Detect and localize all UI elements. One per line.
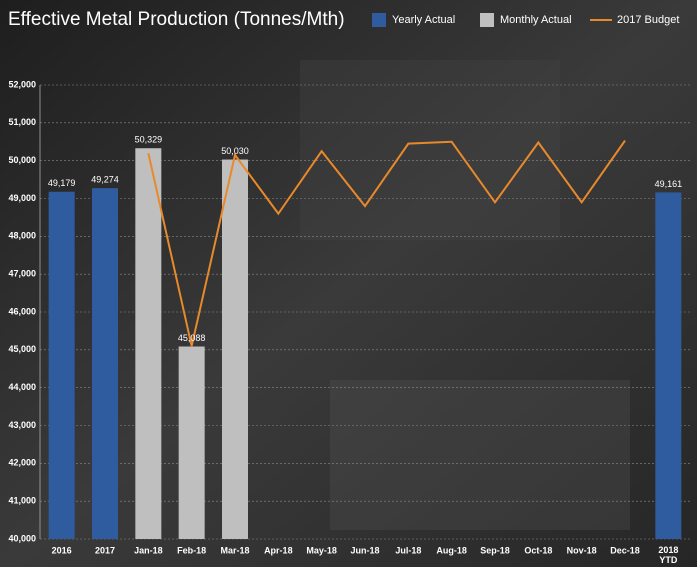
data-label: 50,329 — [135, 135, 163, 145]
background-shape — [300, 60, 560, 240]
x-tick-label: 2016 — [52, 545, 72, 555]
y-tick-label: 45,000 — [8, 344, 36, 354]
x-tick-label: May-18 — [306, 545, 337, 555]
y-tick-label: 51,000 — [8, 117, 36, 127]
legend-label: Monthly Actual — [500, 14, 572, 26]
data-label: 49,274 — [91, 175, 119, 185]
y-tick-label: 49,000 — [8, 193, 36, 203]
chart-title: Effective Metal Production (Tonnes/Mth) — [8, 9, 345, 30]
data-label: 49,161 — [655, 179, 683, 189]
data-label: 45,088 — [178, 333, 206, 343]
x-tick-label: Jul-18 — [395, 545, 421, 555]
y-tick-label: 50,000 — [8, 155, 36, 165]
x-tick-label: Apr-18 — [264, 545, 293, 555]
x-tick-label: Oct-18 — [524, 545, 552, 555]
x-tick-label: Jan-18 — [134, 545, 163, 555]
data-label: 50,030 — [221, 146, 249, 156]
y-tick-label: 40,000 — [8, 533, 36, 543]
x-tick-label: Jun-18 — [350, 545, 379, 555]
line — [147, 140, 626, 347]
y-tick-label: 43,000 — [8, 420, 36, 430]
legend-label: Yearly Actual — [392, 14, 455, 26]
x-tick-label: Aug-18 — [436, 545, 467, 555]
x-tick-label: Sep-18 — [480, 545, 510, 555]
legend-label: 2017 Budget — [617, 14, 679, 26]
y-tick-label: 46,000 — [8, 306, 36, 316]
y-tick-label: 52,000 — [8, 79, 36, 89]
x-tick-label: Dec-18 — [610, 545, 640, 555]
y-tick-label: 41,000 — [8, 496, 36, 506]
x-tick-label: Mar-18 — [220, 545, 249, 555]
x-tick-label: Nov-18 — [567, 545, 597, 555]
data-label: 49,179 — [48, 178, 76, 188]
y-tick-label: 48,000 — [8, 231, 36, 241]
bar — [92, 188, 118, 539]
x-tick-label: 2017 — [95, 545, 115, 555]
bar — [655, 192, 682, 540]
legend-swatch — [480, 13, 494, 27]
bar — [178, 346, 205, 539]
bar — [222, 159, 248, 539]
bar — [135, 148, 162, 540]
legend-swatch — [372, 13, 386, 27]
background-shape — [330, 380, 630, 530]
y-tick-label: 47,000 — [8, 269, 36, 279]
y-tick-label: 42,000 — [8, 458, 36, 468]
x-tick-label: Feb-18 — [177, 545, 206, 555]
bar — [48, 191, 75, 539]
y-tick-label: 44,000 — [8, 382, 36, 392]
x-tick-label: 2018 YTD — [658, 545, 678, 565]
